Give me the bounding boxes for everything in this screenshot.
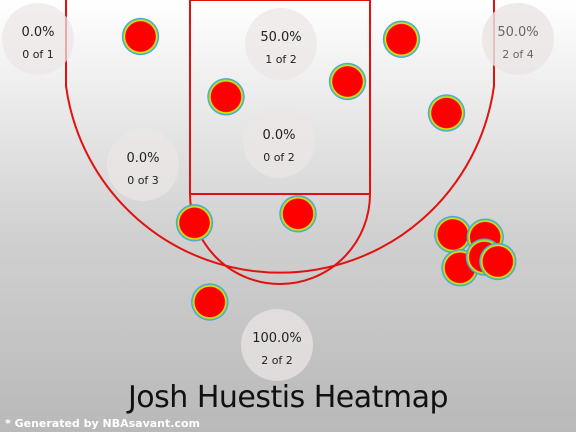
shot-marker — [433, 215, 472, 254]
zone-bubble-paint — [243, 106, 315, 178]
zone-count-left-corner-three: 0 of 1 — [22, 48, 54, 61]
shot-marker — [427, 94, 466, 132]
zone-percentage-paint: 0.0% — [262, 128, 295, 143]
shot-marker — [207, 77, 245, 116]
zone-percentage-above-break-three: 100.0% — [252, 331, 302, 346]
zone-bubble-above-break-three — [241, 309, 313, 381]
zone-bubble-left-midrange — [107, 129, 179, 201]
shot-marker — [121, 17, 160, 56]
zone-count-above-break-three: 2 of 2 — [261, 354, 293, 367]
shot-marker — [279, 194, 317, 233]
zone-bubble-left-corner-three — [2, 3, 74, 75]
shot-marker — [382, 20, 421, 59]
shot-marker — [175, 203, 214, 242]
zone-count-right-corner-three: 2 of 4 — [502, 48, 534, 61]
zone-count-restricted-top: 1 of 2 — [265, 53, 297, 66]
three-point-line — [65, 0, 495, 274]
zone-bubble-restricted-top — [245, 8, 317, 80]
credit-label: * Generated by NBAsavant.com — [5, 417, 200, 430]
shot-marker — [190, 283, 229, 321]
shot-marker — [478, 242, 517, 281]
zone-count-paint: 0 of 2 — [263, 151, 295, 164]
paint-lane — [189, 0, 371, 195]
zone-percentage-left-corner-three: 0.0% — [21, 25, 54, 40]
zone-bubble-right-corner-three — [482, 3, 554, 75]
zone-bubble-overlay-right-corner-three — [482, 3, 554, 75]
zone-percentage-right-corner-three: 50.0% — [497, 25, 538, 40]
zone-percentage-restricted-top: 50.0% — [260, 30, 301, 45]
shot-marker — [328, 62, 367, 101]
zone-percentage-left-midrange: 0.0% — [126, 151, 159, 166]
chart-title: Josh Huestis Heatmap — [127, 380, 449, 415]
zone-count-left-midrange: 0 of 3 — [127, 174, 159, 187]
